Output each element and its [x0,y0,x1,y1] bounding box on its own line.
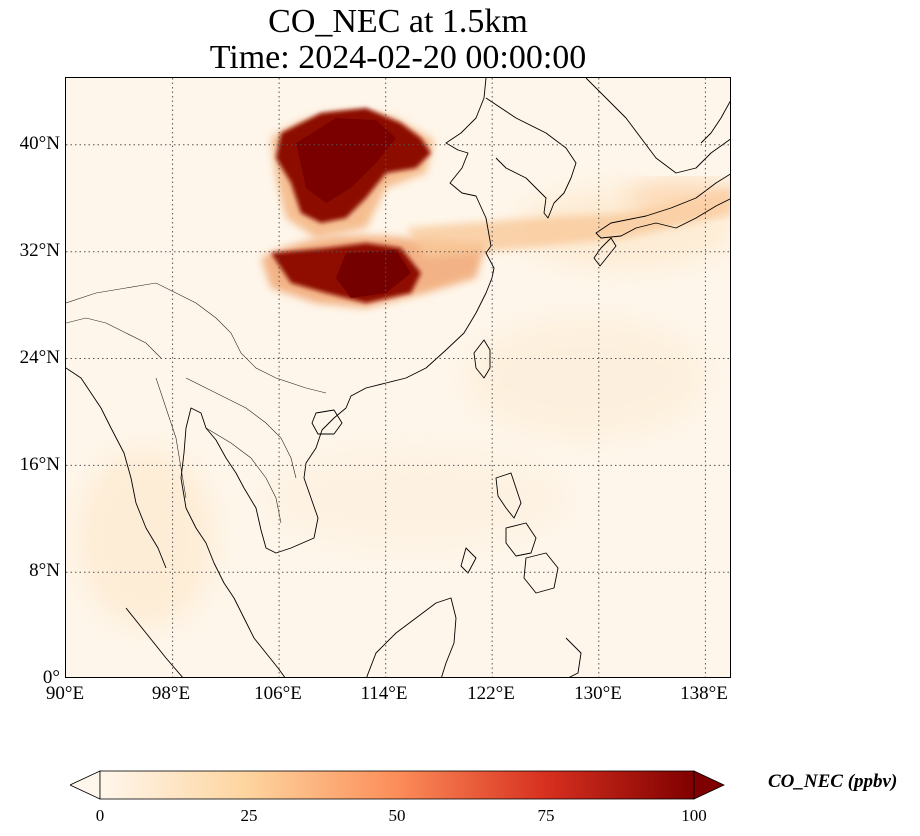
plume-japan-band [626,180,730,216]
gridlines [66,78,730,677]
lon-tick-label: 130°E [574,683,622,704]
colorbar-tick-label: 50 [388,806,406,825]
country-borders [66,282,327,524]
lat-tick-label: 40°N [19,133,60,154]
colorbar-max-extend [693,770,725,800]
lat-tick-label: 0° [42,667,60,688]
lat-tick-label: 32°N [19,240,60,261]
colorbar-ramp [99,770,695,800]
lon-tick-label: 98°E [151,683,191,704]
map-canvas [66,78,730,677]
colorbar-graphic [69,770,725,800]
plot-title: CO_NEC at 1.5km Time: 2024-02-20 00:00:0… [65,4,731,76]
colorbar [69,770,725,800]
lon-tick-label: 106°E [254,683,302,704]
lon-tick-label: 122°E [467,683,515,704]
plume-east-band [406,188,730,258]
lat-tick-label: 24°N [19,347,60,368]
colorbar-label: CO_NEC (ppbv) [768,771,898,792]
background-field [76,188,730,628]
lon-tick-label: 114°E [360,683,408,704]
lon-tick-label: 138°E [680,683,728,704]
title-time-line: Time: 2024-02-20 00:00:00 [209,39,587,76]
title-field-line: CO_NEC at 1.5km [268,3,528,40]
lat-tick-label: 16°N [19,454,60,475]
colorbar-tick-label: 100 [681,806,707,825]
lon-tick-label: 90°E [45,683,85,704]
lat-tick-label: 8°N [29,560,60,581]
plume-north-china [271,108,434,238]
colorbar-tick-label: 75 [537,806,555,825]
coastlines [66,78,730,677]
colorbar-tick-label: 25 [240,806,258,825]
map-panel [65,77,731,678]
plume-central-china [261,235,486,308]
colorbar-min-extend [69,770,101,800]
colorbar-tick-label: 0 [95,806,105,825]
